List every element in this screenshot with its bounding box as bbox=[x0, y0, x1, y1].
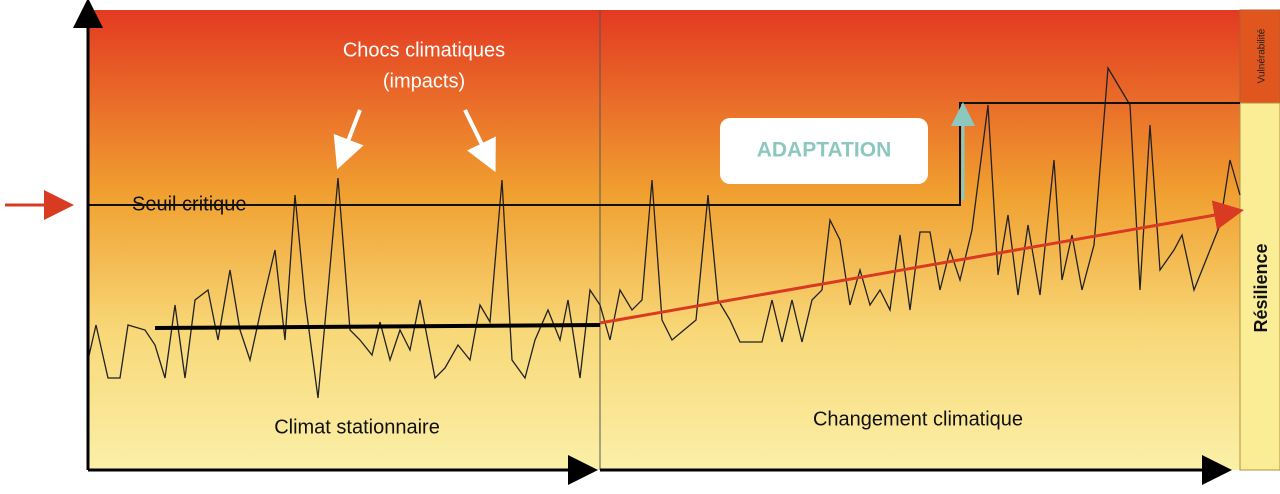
stationary-mean bbox=[154, 323, 601, 330]
shocks-label: (impacts) bbox=[383, 70, 465, 92]
stationary-label: Climat stationnaire bbox=[274, 416, 440, 438]
vulnerability-label: Vulnérabilité bbox=[1257, 28, 1268, 83]
change-label: Changement climatique bbox=[813, 408, 1023, 430]
resilience-label: Résilience bbox=[1251, 243, 1271, 332]
threshold-label: Seuil critique bbox=[132, 193, 247, 215]
shock-arrow bbox=[463, 109, 496, 173]
threshold-line bbox=[88, 102, 1240, 206]
trend-line bbox=[599, 200, 1244, 325]
adaptation-label: ADAPTATION bbox=[757, 139, 892, 162]
shocks-label: Chocs climatiques bbox=[343, 39, 505, 61]
adaptation-box bbox=[720, 118, 928, 184]
resilience-bar bbox=[1239, 102, 1280, 471]
background bbox=[88, 10, 1240, 470]
vulnerability-bar bbox=[1239, 9, 1280, 104]
shock-arrow bbox=[333, 109, 364, 170]
